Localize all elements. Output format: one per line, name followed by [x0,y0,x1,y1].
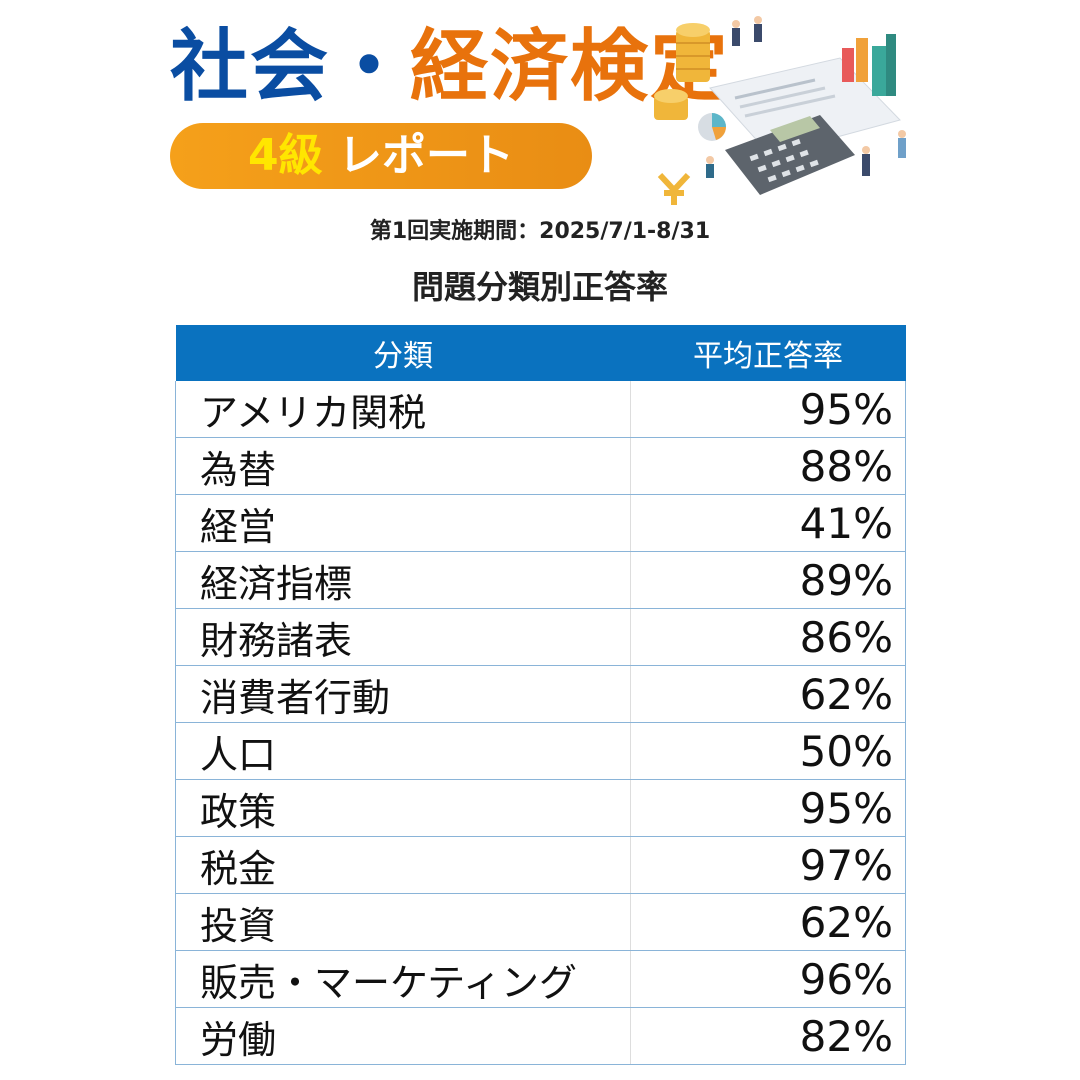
table-row: 労働 82% [175,1007,906,1065]
coin-top [654,89,688,103]
category-cell: 政策 [175,779,631,837]
table-row: 為替 88% [175,437,906,495]
document-line [739,86,826,109]
rate-cell: 62% [630,665,906,723]
category-cell: 販売・マーケティング [175,950,631,1008]
report-title: 社会・経済検定 [170,22,730,112]
rate-cell: 82% [630,1007,906,1065]
category-cell: アメリカ関税 [175,381,631,438]
table-header-row: 分類 平均正答率 [175,325,906,381]
bar-chart-bar [872,46,886,96]
category-cell: 税金 [175,836,631,894]
coin-top [676,23,710,37]
table-row: 財務諸表 86% [175,608,906,666]
badge-text: レポート [337,130,514,181]
rate-cell: 41% [630,494,906,552]
exam-period: 第1回実施期間：2025/7/1-8/31 [369,219,711,244]
section-title: 問題分類別正答率 [411,268,668,306]
rate-cell: 86% [630,608,906,666]
category-cell: 投資 [175,893,631,951]
table-row: 税金 97% [175,836,906,894]
table-row: 人口 50% [175,722,906,780]
rate-cell: 88% [630,437,906,495]
pie-slice [712,127,726,140]
title-part-1: 社会・ [170,22,411,112]
rate-cell: 50% [630,722,906,780]
finance-illustration [654,16,906,205]
calculator-screen [770,116,820,142]
calculator-keys [749,138,819,183]
document-line [734,78,816,100]
category-cell: 消費者行動 [175,665,631,723]
category-cell: 経済指標 [175,551,631,609]
table-row: アメリカ関税 95% [175,381,906,438]
pie-slice [712,113,726,127]
rate-cell: 97% [630,836,906,894]
table-row: 消費者行動 62% [175,665,906,723]
category-cell: 人口 [175,722,631,780]
document-sheet [709,57,901,156]
rate-cell: 96% [630,950,906,1008]
rate-cell: 95% [630,381,906,438]
calculator-body [725,115,855,195]
rate-cell: 95% [630,779,906,837]
rate-cell: 62% [630,893,906,951]
yen-icon [657,172,691,205]
rate-cell: 89% [630,551,906,609]
table-row: 投資 62% [175,893,906,951]
results-table: 分類 平均正答率 アメリカ関税 95% 為替 88% 経営 41% 経済指標 8… [175,325,906,1065]
table-row: 政策 95% [175,779,906,837]
person-figure [706,16,906,178]
header-rate: 平均正答率 [630,325,906,381]
document-line [744,94,836,118]
grade-badge: 4級 レポート [170,123,592,189]
category-cell: 為替 [175,437,631,495]
category-cell: 財務諸表 [175,608,631,666]
badge-grade: 4級 [248,130,323,181]
category-cell: 労働 [175,1007,631,1065]
category-cell: 経営 [175,494,631,552]
table-row: 販売・マーケティング 96% [175,950,906,1008]
bar-chart-bar [886,34,896,96]
header-category: 分類 [175,325,631,381]
bar-chart-bar [842,48,854,82]
bar-chart-bar [856,38,868,82]
table-row: 経営 41% [175,494,906,552]
table-row: 経済指標 89% [175,551,906,609]
